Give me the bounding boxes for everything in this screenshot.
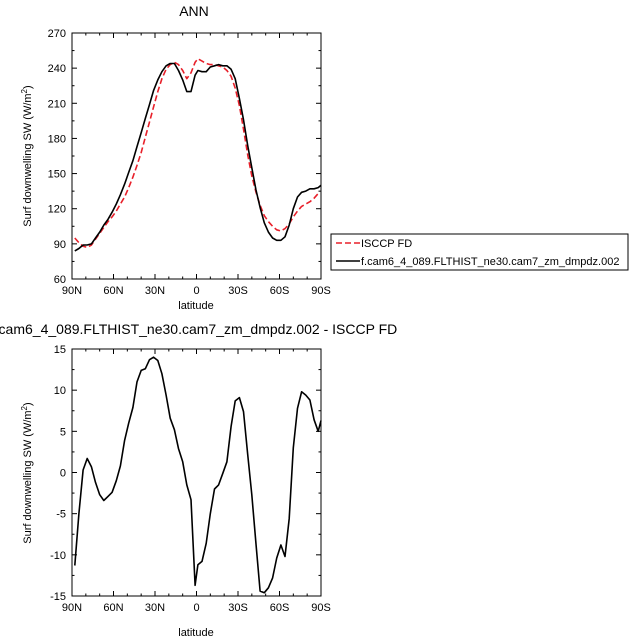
- panel2-x-axis-label: latitude: [178, 627, 213, 639]
- y-tick-label: 120: [48, 204, 66, 216]
- panel1-legend: ISCCP FD f.cam6_4_089.FLTHIST_ne30.cam7_…: [330, 233, 629, 271]
- y-tick-label: 270: [48, 28, 66, 40]
- series-line-dashed: [74, 58, 319, 249]
- x-tick-label: 0: [193, 285, 199, 297]
- x-tick-label: 30N: [145, 602, 165, 614]
- x-tick-label: 60N: [103, 285, 123, 297]
- y-tick-label: 150: [48, 169, 66, 181]
- y-tick-label: 0: [60, 468, 66, 480]
- y-tick-label: 180: [48, 133, 66, 145]
- series-line-solid: [74, 62, 322, 252]
- y-tick-label: 5: [60, 426, 66, 438]
- y-tick-label: 60: [54, 274, 66, 286]
- y-tick-label: 90: [54, 239, 66, 251]
- legend-label-model: f.cam6_4_089.FLTHIST_ne30.cam7_zm_dmpdz.…: [361, 256, 619, 268]
- x-tick-label: 60N: [103, 602, 123, 614]
- difference-panel: f.cam6_4_089.FLTHIST_ne30.cam7_zm_dmpdz.…: [0, 321, 397, 639]
- series-line-solid: [74, 356, 322, 594]
- x-tick-label: 90S: [311, 285, 331, 297]
- panel2-y-axis-label: Surf downwelling SW (W/m2): [20, 402, 34, 543]
- annual-mean-panel: ANN 90N 60N 30N 0 30S 60S 90S 60 90 120 150 180 210 2…: [20, 3, 629, 312]
- x-tick-label: 30S: [228, 602, 248, 614]
- panel1-y-label-sup: 2: [20, 88, 29, 93]
- y-tick-label: 210: [48, 98, 66, 110]
- legend-label-isccp: ISCCP FD: [361, 238, 412, 250]
- y-tick-label: -15: [50, 591, 66, 603]
- x-tick-label: 90N: [62, 602, 82, 614]
- panel1-y-label-main: Surf downwelling SW (W/m: [22, 93, 34, 226]
- panel1-series: [74, 58, 322, 252]
- y-tick-label: -10: [50, 550, 66, 562]
- x-tick-label: 90S: [311, 602, 331, 614]
- x-tick-label: 60S: [270, 602, 290, 614]
- x-tick-label: 30S: [228, 285, 248, 297]
- panel2-ticks: 90N 60N 30N 0 30S 60S 90S -15 -10 -5 0 5 10 15: [50, 344, 331, 614]
- panel1-plot-frame: [71, 32, 322, 280]
- x-tick-label: 0: [193, 602, 199, 614]
- panel2-plot-frame: [71, 348, 322, 597]
- y-tick-label: 10: [54, 385, 66, 397]
- legend-box: [330, 233, 629, 271]
- x-tick-label: 90N: [62, 285, 82, 297]
- panel1-ticks: 90N 60N 30N 0 30S 60S 90S 60 90 120 150 180 210 240 27…: [48, 28, 331, 297]
- panel2-y-label-sup: 2: [20, 405, 29, 410]
- panel2-y-label-main: Surf downwelling SW (W/m: [22, 410, 34, 543]
- y-tick-label: -5: [56, 509, 66, 521]
- panel2-y-label-close: ): [22, 402, 34, 406]
- y-tick-label: 15: [54, 344, 66, 356]
- panel1-x-axis-label: latitude: [178, 300, 213, 312]
- panel1-title: ANN: [179, 3, 209, 19]
- x-tick-label: 60S: [270, 285, 290, 297]
- panel2-title: f.cam6_4_089.FLTHIST_ne30.cam7_zm_dmpdz.…: [0, 321, 397, 337]
- panel2-series: [74, 356, 322, 594]
- y-tick-label: 240: [48, 63, 66, 75]
- panel1-y-axis-label: Surf downwelling SW (W/m2): [20, 85, 34, 226]
- panel1-y-label-close: ): [22, 85, 34, 89]
- x-tick-label: 30N: [145, 285, 165, 297]
